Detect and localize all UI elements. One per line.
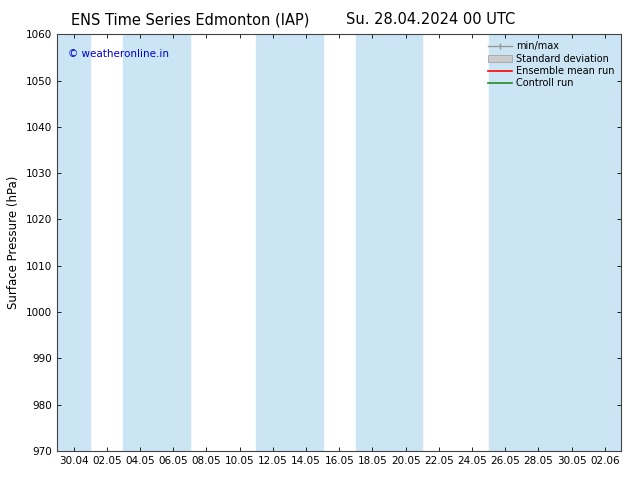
Y-axis label: Surface Pressure (hPa): Surface Pressure (hPa) xyxy=(8,176,20,309)
Text: Su. 28.04.2024 00 UTC: Su. 28.04.2024 00 UTC xyxy=(347,12,515,27)
Bar xyxy=(124,34,190,451)
Text: ENS Time Series Edmonton (IAP): ENS Time Series Edmonton (IAP) xyxy=(71,12,309,27)
Bar xyxy=(489,34,555,451)
Text: © weatheronline.in: © weatheronline.in xyxy=(68,49,169,59)
Bar xyxy=(256,34,323,451)
Legend: min/max, Standard deviation, Ensemble mean run, Controll run: min/max, Standard deviation, Ensemble me… xyxy=(486,39,616,90)
Bar xyxy=(57,34,90,451)
Bar xyxy=(356,34,422,451)
Bar xyxy=(555,34,621,451)
